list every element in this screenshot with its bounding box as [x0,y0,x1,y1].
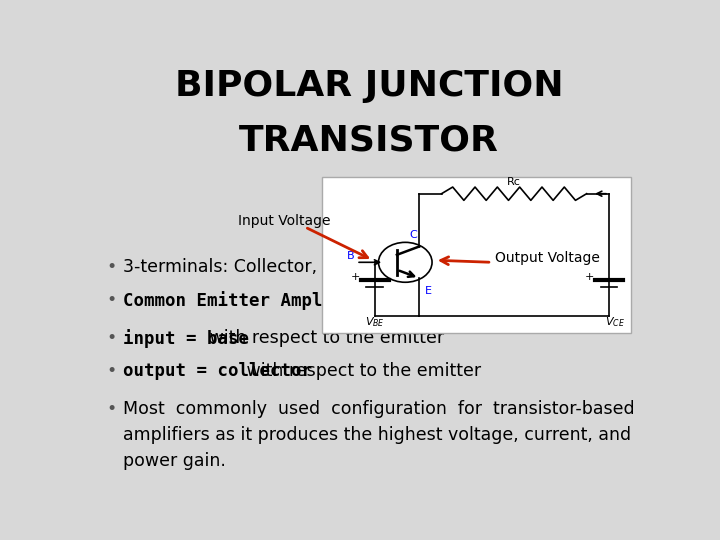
Text: E: E [425,286,432,295]
Text: +: + [351,272,360,282]
Text: C: C [410,230,418,240]
Text: $V_{BE}$: $V_{BE}$ [364,316,384,329]
Text: with respect to the emitter: with respect to the emitter [204,329,444,347]
Text: •: • [107,292,117,309]
Text: output = collector: output = collector [124,362,312,380]
Text: input = base: input = base [124,329,249,348]
Text: •: • [107,258,117,276]
Text: Most  commonly  used  configuration  for  transistor-based
amplifiers as it prod: Most commonly used configuration for tra… [124,400,635,470]
Text: B: B [347,251,354,261]
Text: Input Voltage: Input Voltage [238,214,330,228]
Text: $V_{CE}$: $V_{CE}$ [605,316,624,329]
Text: •: • [107,400,117,417]
Text: TRANSISTOR: TRANSISTOR [239,123,499,157]
Text: Output Voltage: Output Voltage [495,251,600,265]
Text: +: + [585,272,594,282]
Text: •: • [107,329,117,347]
Text: BIPOLAR JUNCTION: BIPOLAR JUNCTION [175,69,563,103]
FancyBboxPatch shape [322,177,631,333]
Text: with respect to the emitter: with respect to the emitter [240,362,481,380]
Text: Common Emitter Amplifier: Common Emitter Amplifier [124,292,376,310]
Text: •: • [107,362,117,380]
Text: Rc: Rc [507,177,521,187]
Text: 3-terminals: Collector, Base, and Emitter: 3-terminals: Collector, Base, and Emitte… [124,258,480,276]
